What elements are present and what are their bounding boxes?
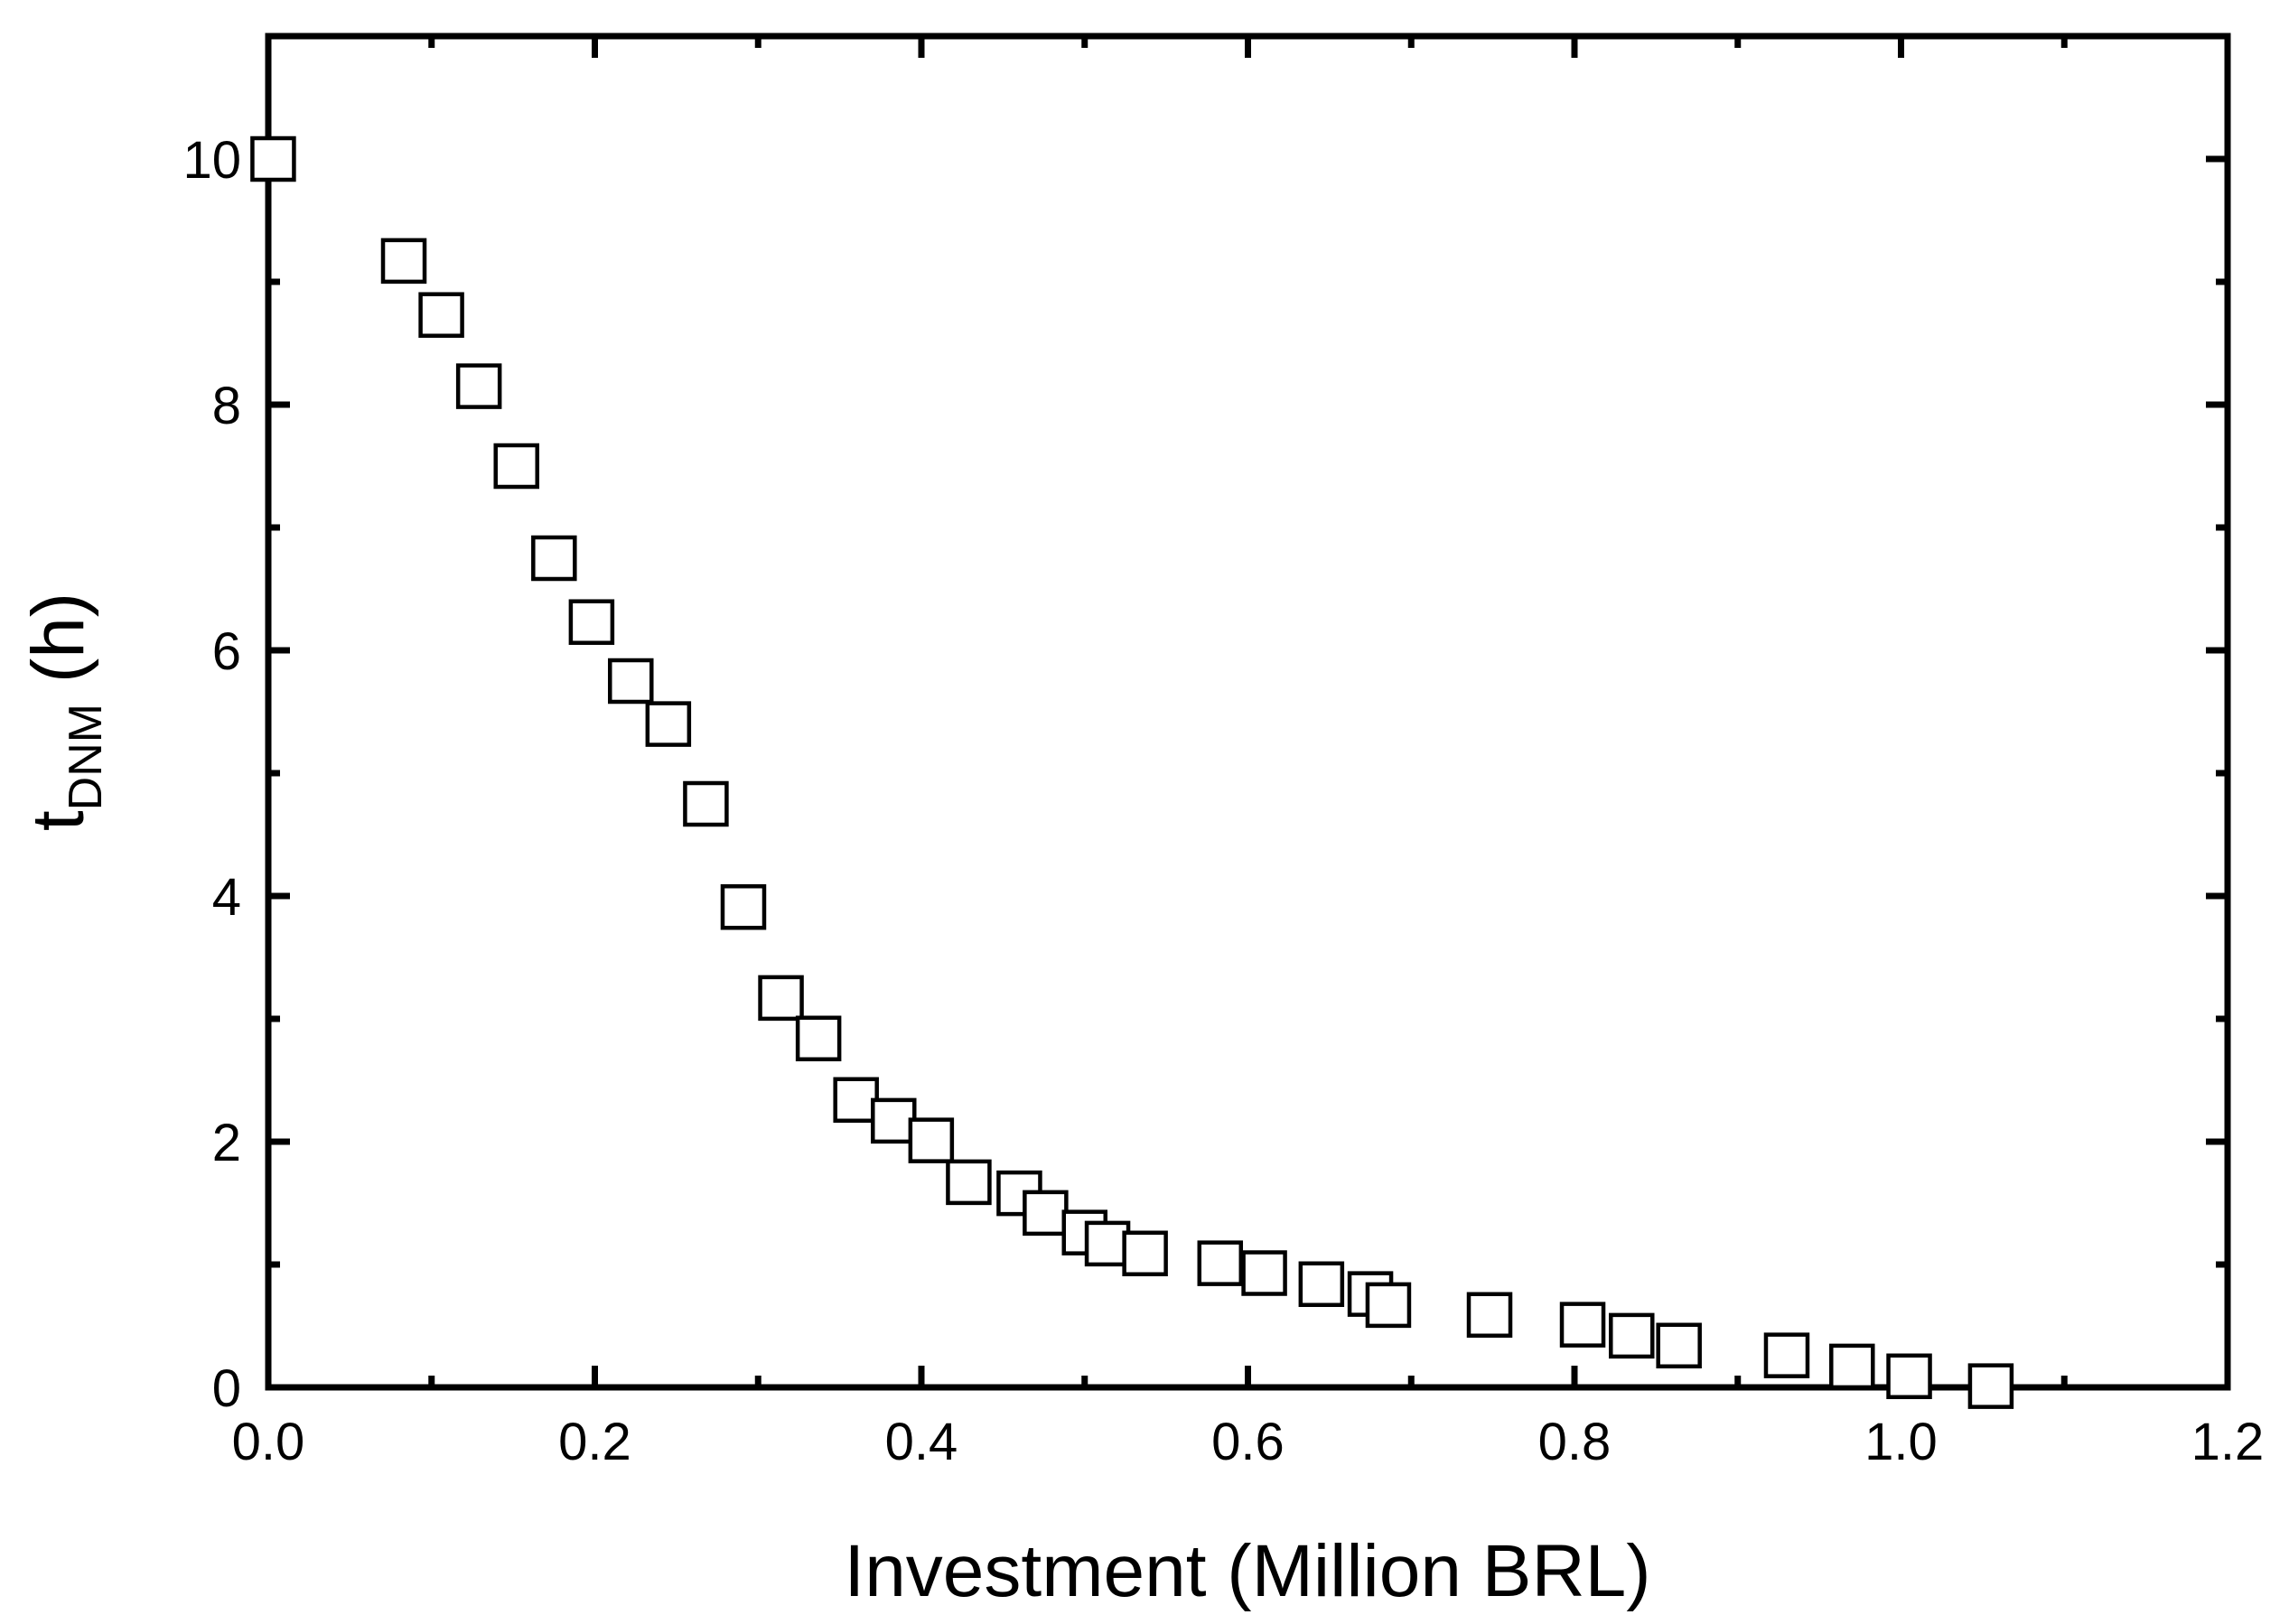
x-axis-title: Investment (Million BRL) bbox=[844, 1530, 1650, 1612]
y-tick-label: 0 bbox=[212, 1359, 241, 1418]
y-tick-label: 4 bbox=[212, 868, 241, 927]
x-tick-label: 0.4 bbox=[885, 1413, 958, 1471]
plot-frame bbox=[265, 33, 2231, 1391]
data-point bbox=[1656, 1322, 1702, 1369]
data-point bbox=[1609, 1312, 1655, 1359]
y-tick-label: 2 bbox=[212, 1114, 241, 1172]
data-point bbox=[1967, 1363, 2014, 1409]
data-points bbox=[250, 135, 2014, 1409]
data-point bbox=[1466, 1292, 1513, 1339]
x-tick-label: 0.0 bbox=[232, 1413, 305, 1471]
y-axis-title-subscript: DNM bbox=[60, 704, 112, 810]
data-point bbox=[645, 701, 692, 747]
axis-ticks bbox=[265, 33, 2231, 1391]
data-point bbox=[418, 292, 464, 338]
data-point bbox=[1241, 1250, 1287, 1296]
data-point bbox=[1763, 1332, 1810, 1378]
data-point bbox=[608, 658, 654, 705]
data-point bbox=[1084, 1220, 1131, 1267]
y-tick-label: 8 bbox=[212, 377, 241, 435]
data-point bbox=[1829, 1343, 1875, 1390]
data-point bbox=[1298, 1261, 1345, 1308]
x-tick-label: 0.6 bbox=[1211, 1413, 1285, 1471]
data-point bbox=[946, 1159, 992, 1206]
y-tick-label: 10 bbox=[182, 131, 241, 190]
data-point bbox=[683, 780, 729, 827]
y-axis-title-main: t bbox=[17, 810, 99, 831]
x-tick-label: 0.8 bbox=[1538, 1413, 1612, 1471]
x-tick-label: 0.2 bbox=[558, 1413, 631, 1471]
data-point bbox=[908, 1117, 955, 1163]
x-tick-label: 1.0 bbox=[1864, 1413, 1938, 1471]
y-tick-label: 6 bbox=[212, 622, 241, 681]
x-tick-label: 1.2 bbox=[2191, 1413, 2265, 1471]
data-point bbox=[568, 599, 615, 645]
data-point bbox=[380, 238, 427, 285]
data-point bbox=[795, 1015, 842, 1062]
data-point bbox=[455, 363, 502, 409]
y-axis-title-unit: (h) bbox=[17, 593, 99, 683]
data-point bbox=[1197, 1240, 1244, 1286]
data-point bbox=[833, 1077, 879, 1124]
data-point bbox=[1122, 1230, 1168, 1277]
svg-text:tDNM (h): tDNM (h) bbox=[17, 593, 112, 831]
data-point bbox=[250, 135, 296, 182]
data-point bbox=[531, 535, 577, 582]
data-point bbox=[493, 443, 539, 490]
y-axis-title: tDNM (h) bbox=[17, 593, 112, 831]
data-point bbox=[871, 1097, 917, 1144]
data-point bbox=[720, 883, 767, 930]
axis-tick-labels: 0.0 0.2 0.4 0.6 0.8 1.0 1.2 0 2 4 6 8 10 bbox=[182, 131, 2264, 1471]
data-point bbox=[1365, 1282, 1412, 1329]
data-point bbox=[758, 975, 804, 1022]
data-point bbox=[1886, 1353, 1932, 1400]
data-point bbox=[1559, 1302, 1606, 1348]
data-point bbox=[1023, 1190, 1069, 1237]
